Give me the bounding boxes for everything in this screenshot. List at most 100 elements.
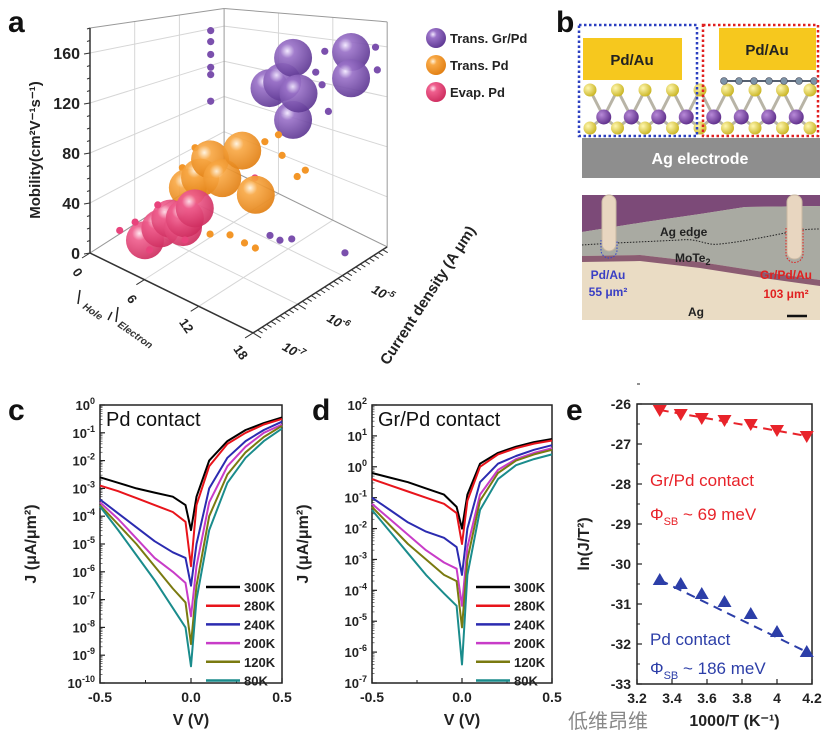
y-tick-label: 10-5 [73, 535, 95, 552]
data-point-gr-pd [673, 409, 688, 421]
device-tick-label: 12 [176, 315, 197, 335]
axis-tick [342, 275, 351, 281]
legend-label: 120K [244, 655, 276, 670]
axis-tick [83, 52, 91, 55]
legend-label: 240K [244, 617, 276, 632]
axis-tick [364, 260, 371, 265]
panel-label-b: b [556, 6, 574, 39]
x-tick-label: 0.5 [272, 689, 292, 705]
axis-tick [261, 326, 268, 331]
x-tick-label: 0.5 [542, 689, 562, 705]
axis-tick [86, 77, 91, 80]
y-axis-title: ln(J/T²) [576, 517, 593, 570]
data-point-trans-gr-pd [207, 27, 215, 35]
axis-tick [301, 300, 308, 305]
te-atom [611, 83, 624, 97]
legend-label: 240K [514, 617, 546, 632]
data-point-trans-pd [278, 151, 286, 159]
axis-tick [86, 90, 91, 92]
data-point-trans-gr-pd [371, 43, 380, 51]
curve-120K [371, 448, 553, 629]
axis-tick [86, 140, 91, 142]
bubble-evap-pd [175, 189, 214, 228]
axis-tick [86, 65, 91, 67]
panel-b-schematic: Ag electrode Pd/Au Pd/Au [577, 23, 820, 178]
te-atom [776, 121, 789, 135]
axis-tick [257, 329, 263, 334]
panel-c-iv-chart: 10-10 10-9 10-8 10-7 10-6 10-5 10-4 10-3 10-2 10-… [23, 396, 292, 729]
curve-120K [99, 424, 283, 646]
axis-tick [86, 190, 91, 192]
carbon-atom [765, 77, 773, 85]
chart-title: Pd contact [106, 409, 201, 431]
te-atom [721, 121, 734, 135]
electron-label: Electron [115, 319, 154, 351]
ag-electrode [582, 138, 820, 178]
device-axis [89, 252, 254, 334]
curve-200K [371, 447, 553, 607]
legend-marker-evap-pd [426, 82, 446, 102]
legend-label: 200K [244, 636, 276, 651]
x-tick-label: 4.2 [802, 690, 822, 706]
carbon-atom [750, 77, 758, 85]
mo-atom [706, 109, 722, 125]
data-point-gr-pd [652, 405, 667, 417]
axis-tick [86, 240, 91, 242]
data-point-trans-gr-pd [207, 71, 215, 79]
y-tick-label: -26 [611, 396, 631, 412]
axis-tick [86, 40, 91, 42]
right-probe [786, 194, 803, 260]
y-tick-label: -29 [611, 516, 631, 532]
current-density-tick-label: 10-7 [280, 337, 309, 363]
panel-a-3d-bubble-chart: 0 40 80 120 160 0 6 12 18 10-7 10-6 10-5 [53, 8, 398, 363]
y-tick-label: 10-7 [345, 674, 367, 691]
legend-label: 120K [514, 655, 546, 670]
curve-200K [99, 423, 283, 618]
mo-atom [651, 109, 667, 125]
chart-title: Gr/Pd contact [378, 409, 501, 431]
data-point-trans-pd [274, 131, 283, 139]
curve-300K [99, 416, 283, 532]
axis-tick [310, 295, 317, 300]
y-axis-title: J (μA/μm²) [23, 504, 40, 583]
box-edge [89, 8, 225, 29]
y-tick-label: 10-4 [73, 507, 95, 524]
pd-au-contact-right [719, 28, 816, 70]
data-point-trans-pd [251, 244, 259, 252]
pd-au-label: Pd/Au [591, 268, 626, 282]
panel-label-c: c [8, 394, 25, 427]
gridline [198, 219, 334, 307]
x-tick-label: 0.0 [181, 689, 201, 705]
curve-240K [371, 444, 553, 576]
axis-tick [266, 323, 272, 328]
legend-label: 280K [244, 599, 276, 614]
data-point-trans-pd [301, 166, 309, 174]
y-tick-label: 10-4 [345, 581, 367, 598]
right-contact-outline [785, 228, 804, 263]
flake-edge [582, 255, 820, 286]
data-point-trans-gr-pd [207, 97, 215, 105]
data-point-trans-gr-pd [341, 249, 349, 257]
fit-line [659, 409, 807, 437]
te-atom [611, 121, 624, 135]
watermark: 低维昂维 [568, 710, 648, 733]
axis-tick [297, 303, 307, 310]
x-axis-title: V (V) [444, 712, 480, 729]
axis-tick [83, 152, 91, 155]
y-tick-label: 102 [348, 396, 367, 413]
legend-label: 200K [514, 636, 546, 651]
mobility-tick-label: 40 [62, 196, 80, 213]
mote2-label: MoTe2 [675, 251, 710, 267]
legend-marker-trans-pd [426, 55, 446, 75]
data-point-gr-pd [799, 431, 814, 443]
bubble-trans-gr-pd [332, 59, 371, 98]
axis-tick [270, 321, 277, 325]
axis-tick [293, 306, 299, 311]
legend-label: Trans. Gr/Pd [450, 31, 527, 46]
mo-atom [623, 109, 639, 125]
substrate-region [582, 195, 820, 232]
data-point-gr-pd [770, 425, 784, 437]
axis-tick [275, 318, 281, 322]
curve-80K [99, 427, 283, 668]
